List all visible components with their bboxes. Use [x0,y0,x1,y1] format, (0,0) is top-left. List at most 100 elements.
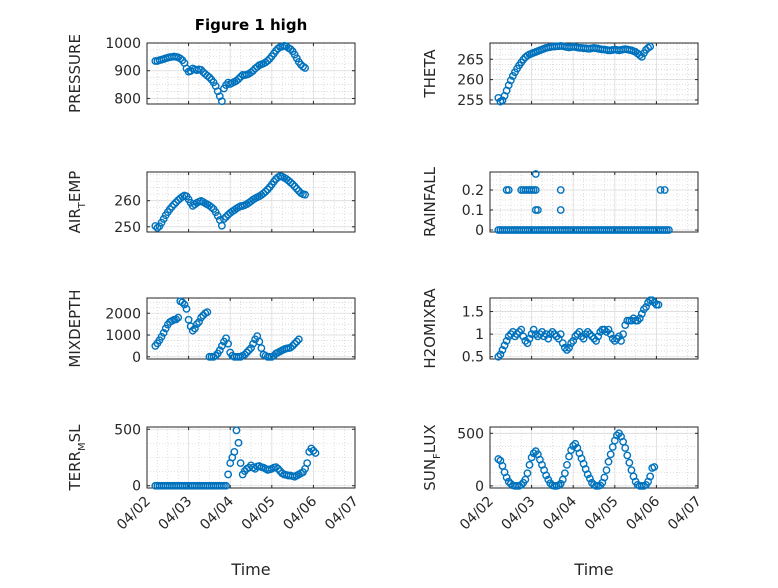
data-point [205,73,214,82]
data-point [517,325,526,334]
data-point [247,68,255,77]
data-point [193,320,201,329]
y-tick-label: 1000 [105,36,141,52]
data-point [286,343,295,352]
data-point [504,186,513,194]
data-point [498,346,507,354]
data-point [288,342,297,350]
data-point [600,473,609,482]
data-point [633,316,642,325]
data-point [290,339,299,348]
data-point [615,332,623,341]
data-point [527,453,536,462]
data-point [211,351,220,360]
data-point [585,330,594,339]
y-tick-label: 2000 [105,306,141,322]
data-point [602,466,611,475]
data-point [184,315,193,324]
y-tick-label: 0 [132,479,141,495]
data-point [650,463,659,471]
data-point [594,332,603,341]
data-point [642,303,650,311]
x-tick-label: 04/03 [156,494,196,534]
y-axis-label-3: AIRTEMP [66,171,88,234]
axes-box [489,297,699,360]
data-point [188,326,197,335]
data-point [583,470,592,479]
data-point [498,96,507,105]
data-point [627,466,636,475]
data-point [494,455,503,463]
y-tick-label: 0.1 [462,203,484,219]
data-point [621,444,630,452]
data-point [234,75,243,83]
data-point [556,330,565,339]
data-point [247,344,255,353]
data-point [222,212,230,221]
data-point [542,471,551,480]
data-point [646,42,655,51]
data-point [604,325,613,334]
data-point [502,337,511,345]
data-point [217,97,226,106]
data-point [556,479,565,488]
data-point [170,200,178,209]
data-point [635,314,644,323]
data-point [571,439,580,448]
data-point [560,343,569,352]
data-point [579,334,588,343]
data-point [195,318,203,326]
data-point [232,76,241,85]
data-point [263,56,272,65]
axes-box [146,426,356,489]
data-point [301,190,309,199]
data-point [506,76,515,85]
data-point [257,344,266,353]
data-point [176,54,185,63]
data-point [523,339,532,348]
figure-title: Figure 1 high [195,16,308,34]
data-point [309,446,318,455]
data-point [190,324,199,333]
data-point [648,296,657,305]
y-tick-label: 0 [132,350,141,366]
data-point [617,337,625,345]
data-point [612,431,621,440]
y-tick-label: 0 [475,223,484,239]
panel-2: 255 260 265 THETA [421,41,699,109]
y-axis-label-7: TERRMSL [66,424,88,492]
data-point [612,334,621,343]
axes-box [146,42,356,105]
data-point [494,352,503,361]
data-point [637,309,646,318]
axes-box [146,171,356,233]
panel-1: 800 900 1000 PRESSURE [66,34,356,113]
data-point [558,339,567,348]
data-point [531,186,540,194]
y-axis-label-5: MIXDEPTH [66,289,84,367]
data-point [217,221,226,230]
data-point [640,305,648,314]
data-point [496,350,505,359]
data-point [311,449,320,457]
data-point [565,452,573,461]
axes-box [146,297,356,360]
data-point [511,332,519,341]
x-tick-label: 04/07 [322,494,362,534]
data-point [548,327,557,336]
data-point [172,315,181,324]
x-tick-label: 04/06 [623,493,663,533]
data-point [242,348,251,357]
data-point [240,350,249,359]
data-point [224,470,233,479]
data-point [619,330,628,339]
x-tick-label: 04/02 [114,494,154,534]
data-point [272,463,280,472]
panel-5: 0 1000 2000 MIXDEPTH [66,289,356,368]
data-point [249,66,257,75]
data-point [604,457,613,466]
x-tick-label: 04/02 [457,494,497,534]
data-point [533,206,542,214]
